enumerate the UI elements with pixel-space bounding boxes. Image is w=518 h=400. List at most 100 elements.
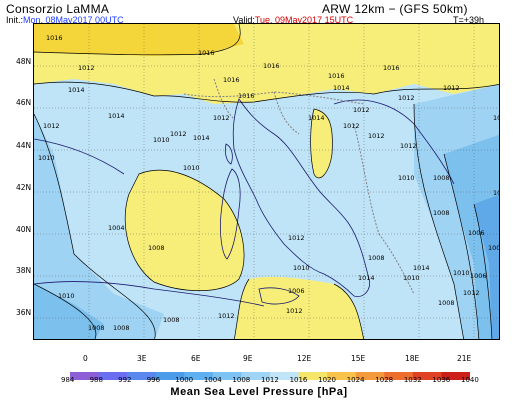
colorbar-title: Mean Sea Level Pressure [hPa] bbox=[170, 386, 348, 398]
isobar-label: 1012 bbox=[218, 312, 235, 320]
lon-label: 0 bbox=[83, 354, 88, 363]
valid-label: Valid: bbox=[233, 15, 255, 25]
colorbar-tick-label: 1008 bbox=[232, 376, 251, 384]
colorbar-swatch bbox=[327, 372, 357, 380]
lat-label: 36N bbox=[16, 308, 32, 317]
colorbar-tick-label: 1028 bbox=[375, 376, 394, 384]
lat-label: 44N bbox=[16, 141, 32, 150]
lat-label: 42N bbox=[16, 183, 32, 192]
isobar-label: 1012 bbox=[78, 64, 95, 72]
lead-time: T=+39h bbox=[453, 15, 485, 25]
lon-label: 15E bbox=[351, 354, 366, 363]
colorbar-swatch bbox=[98, 372, 128, 380]
colorbar bbox=[70, 367, 471, 380]
isobar-label: 1008 bbox=[163, 316, 180, 324]
colorbar-tick-label: 992 bbox=[118, 376, 132, 384]
isobar-labels: 1016 1016 1016 1016 1016 1014 1014 1014 1012 1012… bbox=[38, 34, 500, 332]
valid-value: Tue, 09May2017 15UTC bbox=[254, 15, 354, 25]
init-label: Init.: bbox=[6, 15, 24, 25]
colorbar-swatch bbox=[212, 372, 242, 380]
colorbar-tick-label: 1036 bbox=[432, 376, 451, 384]
colorbar-swatch bbox=[127, 372, 157, 380]
colorbar-swatch bbox=[355, 372, 385, 380]
lat-label: 48N bbox=[16, 57, 32, 66]
isobar-label: 1006 bbox=[288, 287, 305, 295]
isobar-label: 1016 bbox=[223, 76, 240, 84]
isobar-label: 1010 bbox=[398, 174, 415, 182]
colorbar-tick-label: 988 bbox=[89, 376, 103, 384]
isobar-label: 1008 bbox=[368, 254, 385, 262]
isobar-label: 1010 bbox=[183, 164, 200, 172]
isobar-label: 1016 bbox=[46, 34, 63, 42]
colorbar-swatch bbox=[241, 372, 271, 380]
isobar-label: 1010 bbox=[453, 269, 470, 277]
lat-label: 40N bbox=[16, 225, 32, 234]
isobar-label: 1008 bbox=[113, 324, 130, 332]
lon-label: 12E bbox=[297, 354, 312, 363]
colorbar-swatch bbox=[412, 372, 442, 380]
isobar-label: 1006 bbox=[468, 229, 485, 237]
lon-label: 21E bbox=[457, 354, 472, 363]
pressure-map: 1016 1016 1016 1016 1016 1014 1014 1014 1012 1012… bbox=[33, 23, 500, 340]
isobar-label: 1010 bbox=[153, 136, 170, 144]
isobar-label: 1010 bbox=[293, 264, 310, 272]
colorbar-tick-label: 996 bbox=[146, 376, 161, 384]
coastlines bbox=[34, 98, 455, 307]
isobars bbox=[34, 24, 499, 339]
isobar-label: 1008 bbox=[88, 324, 105, 332]
colorbar-tick-label: 1016 bbox=[289, 376, 308, 384]
isobar-label: 1012 bbox=[170, 130, 187, 138]
colorbar-swatch bbox=[298, 372, 328, 380]
isobar-label: 1012 bbox=[398, 94, 415, 102]
colorbar-tick-label: 1040 bbox=[461, 376, 479, 384]
lat-label: 46N bbox=[16, 98, 32, 107]
colorbar-swatch bbox=[155, 372, 185, 380]
isobar-label: 1016 bbox=[238, 92, 255, 100]
isobar-label: 1010 bbox=[403, 274, 420, 282]
colorbar-swatch bbox=[441, 372, 471, 380]
valid-line: Valid:Tue, 09May2017 15UTC bbox=[233, 15, 353, 26]
east-low-3 bbox=[474, 194, 499, 339]
colorbar-tick-label: 1000 bbox=[175, 376, 194, 384]
colorbar-swatch bbox=[270, 372, 300, 380]
lat-label: 38N bbox=[16, 266, 32, 275]
isobar-label: 1016 bbox=[263, 62, 280, 70]
east-low-2 bbox=[444, 134, 499, 339]
isobar-label: 1010 bbox=[38, 154, 55, 162]
colorbar-svg bbox=[70, 372, 471, 380]
pressure-map-svg: 1016 1016 1016 1016 1016 1014 1014 1014 1012 1012… bbox=[34, 24, 500, 339]
isobar-label: 1012 bbox=[288, 234, 305, 242]
north-high-core bbox=[34, 24, 244, 56]
isobar-label: 1016 bbox=[328, 72, 345, 80]
isobar-label: 1012 bbox=[368, 132, 385, 140]
isobar-label: 1008 bbox=[438, 299, 455, 307]
lon-label: 6E bbox=[191, 354, 201, 363]
colorbar-tick-label: 1032 bbox=[403, 376, 422, 384]
isobar-label: 1014 bbox=[193, 134, 210, 142]
isobar-label: 1016 bbox=[198, 49, 215, 57]
init-value: Mon, 08May2017 00UTC bbox=[23, 15, 124, 25]
isobar-label: 1014 bbox=[308, 114, 325, 122]
isobar-label: 1004 bbox=[488, 244, 500, 252]
isobar-label: 1016 bbox=[383, 64, 400, 72]
isobar-label: 1008 bbox=[148, 244, 165, 252]
ionian-high bbox=[234, 276, 364, 339]
west-lowpressure bbox=[34, 114, 164, 339]
colorbar-tick-label: 1012 bbox=[261, 376, 279, 384]
isobar-label: 1004 bbox=[108, 224, 125, 232]
graticule bbox=[34, 24, 499, 339]
lon-label: 9E bbox=[243, 354, 253, 363]
isobar-label: 1010 bbox=[493, 114, 500, 122]
init-line: Init.:Mon, 08May2017 00UTC bbox=[6, 15, 124, 26]
adriatic-high bbox=[310, 109, 333, 178]
isobar-label: 1012 bbox=[213, 114, 230, 122]
isobar-label: 1012 bbox=[443, 84, 460, 92]
isobar-label: 1008 bbox=[433, 174, 450, 182]
borders bbox=[183, 78, 415, 295]
isobar-label: 1012 bbox=[43, 122, 60, 130]
colorbar-swatch bbox=[70, 372, 100, 380]
isobar-label: 1012 bbox=[463, 289, 480, 297]
colorbar-tick-label: 984 bbox=[61, 376, 75, 384]
isobar-label: 1012 bbox=[353, 106, 370, 114]
lon-label: 18E bbox=[405, 354, 420, 363]
